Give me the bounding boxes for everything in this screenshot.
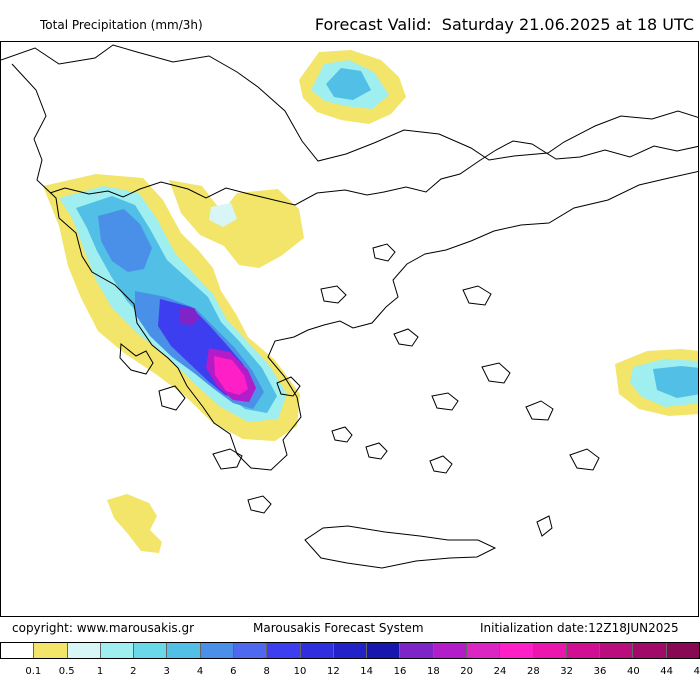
- legend-swatch: [167, 643, 201, 658]
- legend-swatch: [533, 643, 567, 658]
- legend-tick-label: 0.1: [25, 666, 42, 677]
- legend-swatch: [566, 643, 601, 658]
- precipitation-map: [0, 41, 699, 617]
- legend-tick-label: 32: [560, 666, 574, 677]
- legend-swatch: [367, 643, 401, 658]
- legend-swatch: [267, 643, 301, 658]
- precipitation-areas: [43, 50, 698, 553]
- legend-tick-label: 20: [460, 666, 474, 677]
- legend-tick-label: 12: [326, 666, 340, 677]
- legend-swatch: [333, 643, 368, 658]
- legend-tick-label: 10: [293, 666, 307, 677]
- legend-swatch: [34, 643, 68, 658]
- legend-swatch: [466, 643, 501, 658]
- legend-tick-label: 44: [660, 666, 674, 677]
- coastlines-borders: [1, 44, 698, 569]
- legend-swatch: [666, 643, 699, 658]
- forecast-label: Forecast Valid:: [314, 15, 432, 34]
- map-title: Total Precipitation (mm/3h): [40, 18, 203, 32]
- legend-tick-label: 4: [196, 666, 204, 677]
- legend-tick-label: 36: [593, 666, 607, 677]
- legend-tick-label: 0.5: [58, 666, 75, 677]
- legend-tick-label: 16: [393, 666, 407, 677]
- map-svg: [1, 42, 698, 616]
- legend-swatch: [433, 643, 467, 658]
- initialization-text: Initialization date:12Z18JUN2025: [480, 621, 679, 635]
- legend-swatch: [1, 643, 35, 658]
- copyright-text: copyright: www.marousakis.gr: [12, 621, 195, 635]
- legend-swatch: [67, 643, 101, 658]
- legend-swatch: [200, 643, 234, 658]
- legend-swatch: [134, 643, 168, 658]
- legend-swatch: [300, 643, 334, 658]
- sea-rain-patch: [107, 494, 162, 553]
- legend-swatch: [100, 643, 135, 658]
- forecast-valid-text: Forecast Valid: Saturday 21.06.2025 at 1…: [315, 15, 694, 34]
- legend-swatch: [600, 643, 634, 658]
- legend-swatch: [500, 643, 534, 658]
- northern-border: [1, 44, 698, 162]
- legend-tick-label: 14: [360, 666, 374, 677]
- legend-tick-label: 2: [130, 666, 137, 677]
- legend-tick-label: 18: [426, 666, 440, 677]
- scale-tick-labels: 0.10.512346810121416182024283236404448: [0, 666, 700, 680]
- legend-swatch: [233, 643, 268, 658]
- legend-swatch: [400, 643, 434, 658]
- legend-tick-label: 28: [526, 666, 540, 677]
- precipitation-color-scale: [0, 642, 700, 659]
- legend-tick-label: 3: [163, 666, 170, 677]
- legend-tick-label: 48: [693, 666, 700, 677]
- legend-tick-label: 6: [230, 666, 237, 677]
- legend-tick-label: 8: [263, 666, 270, 677]
- forecast-time: Saturday 21.06.2025 at 18 UTC: [441, 15, 694, 34]
- legend-tick-label: 1: [96, 666, 104, 677]
- forecast-system-text: Marousakis Forecast System: [253, 621, 424, 635]
- north-central-rain-area: [169, 180, 304, 268]
- legend-tick-label: 24: [493, 666, 507, 677]
- legend-swatch: [633, 643, 667, 658]
- legend-tick-label: 40: [626, 666, 640, 677]
